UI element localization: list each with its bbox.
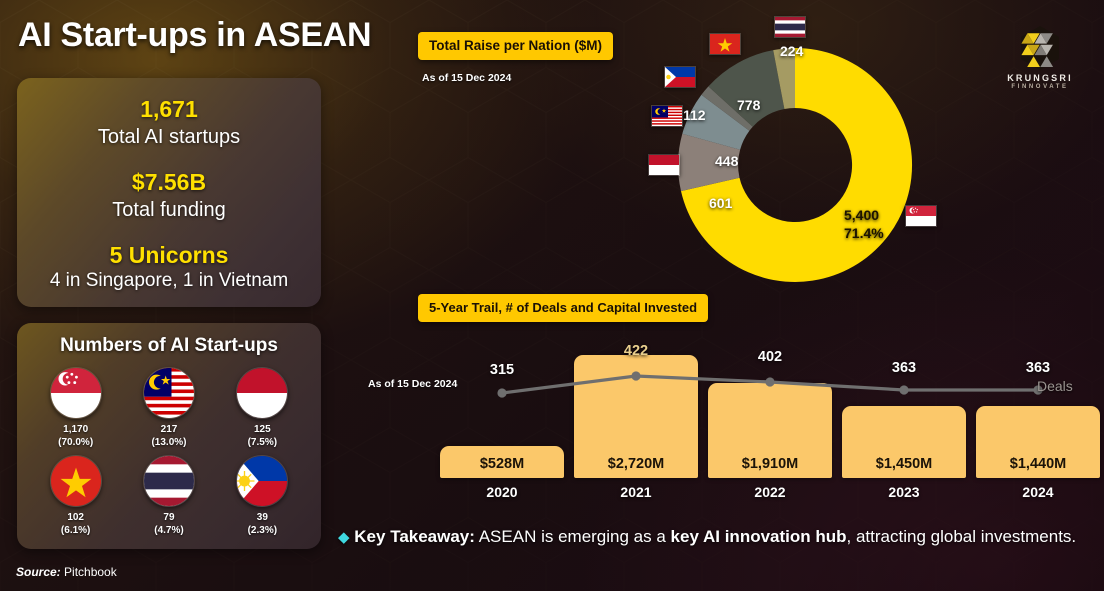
donut-percent-singapore: 71.4% [844,224,884,241]
country-cell-singapore: 1,170 (70.0%) [49,367,102,449]
five-year-trail-chart: $528M $2,720M $1,910M $1,450M $1,440M 31… [430,340,1100,500]
summary-stats-card: 1,671 Total AI startups $7.56B Total fun… [17,78,321,307]
brand-logo: KRUNGSRI FINNOVATE [998,24,1082,92]
startup-counts-card: Numbers of AI Start-ups 1,170 (70.0%) [17,323,321,549]
source-value: Pitchbook [60,565,117,579]
deals-label-2021: 422 [623,343,649,359]
bar-value-label: $1,440M [1009,456,1067,472]
deals-label-2020: 315 [489,362,515,378]
donut-slice-thailand [773,48,795,109]
donut-value-vietnam: 778 [737,97,761,113]
bar-2024: $1,440M [976,406,1100,478]
bar-2020: $528M [440,446,564,478]
x-axis-label-2023: 2023 [888,484,920,500]
donut-svg [678,47,913,282]
deals-label-2022: 402 [757,349,783,365]
donut-flag-philippines-icon [664,66,696,88]
philippines-flag-icon [236,455,289,507]
stat-total-startups: 1,671 Total AI startups [98,95,240,150]
donut-slice-malaysia [682,94,750,150]
donut-flag-malaysia-icon [651,105,683,127]
takeaway-text-2: , attracting global investments. [846,527,1077,546]
donut-as-of-label: As of 15 Dec 2024 [422,72,512,84]
deals-trend-line [497,371,1043,398]
deals-label-2024: 363 [1025,360,1051,376]
x-axis-label-2022: 2022 [754,484,786,500]
total-raise-donut-chart: 5,400 71.4% 601 448 112 778 224 [665,35,930,300]
country-count: 1,170 [63,424,89,435]
donut-value-thailand: 224 [780,43,804,59]
donut-slice-vietnam [708,50,785,127]
diamond-bullet-icon: ◆ [338,529,350,546]
thailand-flag-icon [142,455,195,507]
country-count: 102 [67,512,84,523]
country-cell-vietnam: 102 (6.1%) [49,455,102,537]
donut-value-philippines: 112 [683,107,706,123]
takeaway-text-1: ASEAN is emerging as a [474,527,671,546]
stat-label: Total AI startups [97,125,241,148]
takeaway-lead: Key Takeaway: [354,527,475,546]
hexagon-logo-icon [1021,26,1059,70]
x-axis-label-2024: 2024 [1022,484,1054,500]
bar-value-label: $1,450M [875,456,933,472]
donut-slice-indonesia [678,133,741,192]
donut-slice-singapore [681,47,913,282]
x-axis-label-2020: 2020 [486,484,518,500]
source-note: Source: Pitchbook [16,565,117,579]
bar-2022: $1,910M [708,383,832,478]
donut-value-singapore: 5,400 [844,207,880,223]
source-label: Source: [16,565,61,579]
bar-value-label: $2,720M [607,456,665,472]
donut-flag-thailand-icon [774,16,806,38]
bar-2023: $1,450M [842,406,966,478]
deals-label-2023: 363 [891,360,917,376]
country-count: 217 [160,424,178,435]
country-flag-grid: 1,170 (70.0%) 217 (13.0%) 125 [29,367,309,537]
bar-value-label: $528M [479,456,525,472]
country-percent: (6.1%) [60,524,91,536]
donut-value-malaysia: 448 [715,153,739,169]
bar-value-label: $1,910M [741,456,799,472]
x-axis-label-2021: 2021 [620,484,652,500]
country-percent: (2.3%) [247,524,278,536]
donut-value-indonesia: 601 [709,195,733,211]
deals-series-legend: Deals [1037,378,1073,394]
stat-total-funding: $7.56B Total funding [112,168,225,223]
stat-value: $7.56B [131,168,207,195]
singapore-flag-icon [49,367,102,419]
logo-wordmark-secondary: FINNOVATE [1011,84,1069,90]
stat-unicorns: 5 Unicorns 4 in Singapore, 1 in Vietnam [50,241,288,294]
key-takeaway: ◆ Key Takeaway: ASEAN is emerging as a k… [338,524,1078,550]
donut-slice-philippines [701,86,753,131]
bars-as-of-label: As of 15 Dec 2024 [368,378,458,390]
stat-label: 4 in Singapore, 1 in Vietnam [49,270,289,292]
stat-value: 5 Unicorns [109,241,229,268]
country-cell-thailand: 79 (4.7%) [142,455,195,537]
country-cell-malaysia: 217 (13.0%) [142,367,195,449]
country-percent: (7.5%) [247,436,278,448]
takeaway-emphasis: key AI innovation hub [670,527,847,546]
country-count: 39 [256,512,268,523]
malaysia-flag-icon [142,367,195,419]
country-cell-philippines: 39 (2.3%) [236,455,289,537]
donut-section-badge: Total Raise per Nation ($M) [418,32,614,60]
stat-label: Total funding [112,198,226,221]
country-cell-indonesia: 125 (7.5%) [236,367,289,449]
donut-flag-indonesia-icon [648,154,680,176]
donut-flag-vietnam-icon [709,33,741,55]
country-percent: (70.0%) [58,436,94,448]
indonesia-flag-icon [236,367,289,419]
country-percent: (4.7%) [154,524,184,536]
page-title: AI Start-ups in ASEAN [18,16,372,54]
logo-wordmark-primary: KRUNGSRI [1007,73,1073,83]
country-percent: (13.0%) [151,436,187,448]
card-title: Numbers of AI Start-ups [60,335,278,356]
country-count: 125 [253,424,271,435]
vietnam-flag-icon [49,455,102,507]
donut-flag-singapore-icon [905,205,937,227]
stat-value: 1,671 [140,96,198,123]
bars-section-badge: 5-Year Trail, # of Deals and Capital Inv… [418,294,709,322]
country-count: 79 [163,512,175,523]
